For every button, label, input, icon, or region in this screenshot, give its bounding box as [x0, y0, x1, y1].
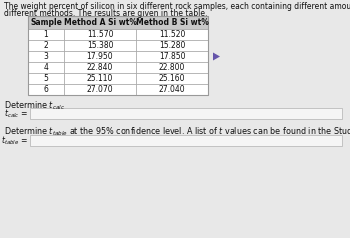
- Bar: [136, 62, 208, 73]
- Bar: [64, 73, 136, 84]
- Text: 27.040: 27.040: [159, 85, 185, 94]
- Bar: [28, 62, 64, 73]
- Text: 3: 3: [43, 52, 48, 61]
- Text: Method A Si wt%: Method A Si wt%: [63, 18, 136, 27]
- Text: 4: 4: [43, 63, 48, 72]
- Bar: [28, 16, 208, 95]
- Text: Method B Si wt%: Method B Si wt%: [135, 18, 209, 27]
- Text: Determine $t_{calc}$: Determine $t_{calc}$: [4, 100, 65, 113]
- Text: $t_{table}$ =: $t_{table}$ =: [1, 134, 28, 147]
- Text: Sample: Sample: [30, 18, 62, 27]
- Bar: [136, 84, 208, 95]
- Text: The weight percent of silicon in six different rock samples, each containing dif: The weight percent of silicon in six dif…: [4, 2, 350, 11]
- Text: 11.570: 11.570: [87, 30, 113, 39]
- Text: different methods. The results are given in the table.: different methods. The results are given…: [4, 10, 207, 19]
- Text: Determine $t_{table}$ at the 95% confidence level. A list of $t$ values can be f: Determine $t_{table}$ at the 95% confide…: [4, 125, 350, 138]
- Bar: [28, 40, 64, 51]
- Bar: [64, 51, 136, 62]
- Text: 6: 6: [43, 85, 48, 94]
- Text: 15.380: 15.380: [87, 41, 113, 50]
- Bar: [64, 62, 136, 73]
- Text: 1: 1: [44, 30, 48, 39]
- Bar: [64, 40, 136, 51]
- Bar: [136, 73, 208, 84]
- Text: $t_{calc}$ =: $t_{calc}$ =: [4, 107, 28, 120]
- Text: 17.950: 17.950: [87, 52, 113, 61]
- Bar: [136, 29, 208, 40]
- Polygon shape: [213, 53, 220, 60]
- Bar: [30, 108, 342, 119]
- Text: 27.070: 27.070: [87, 85, 113, 94]
- Bar: [28, 84, 64, 95]
- Text: 5: 5: [43, 74, 48, 83]
- Text: 22.800: 22.800: [159, 63, 185, 72]
- Bar: [64, 29, 136, 40]
- Bar: [28, 16, 208, 29]
- Bar: [136, 40, 208, 51]
- Text: 2: 2: [44, 41, 48, 50]
- Text: 22.840: 22.840: [87, 63, 113, 72]
- Bar: [28, 73, 64, 84]
- Bar: [136, 51, 208, 62]
- Text: 17.850: 17.850: [159, 52, 185, 61]
- Text: 25.160: 25.160: [159, 74, 185, 83]
- Text: 11.520: 11.520: [159, 30, 185, 39]
- Text: 25.110: 25.110: [87, 74, 113, 83]
- Bar: [30, 135, 342, 146]
- Bar: [64, 84, 136, 95]
- Text: 15.280: 15.280: [159, 41, 185, 50]
- Bar: [28, 29, 64, 40]
- Bar: [28, 51, 64, 62]
